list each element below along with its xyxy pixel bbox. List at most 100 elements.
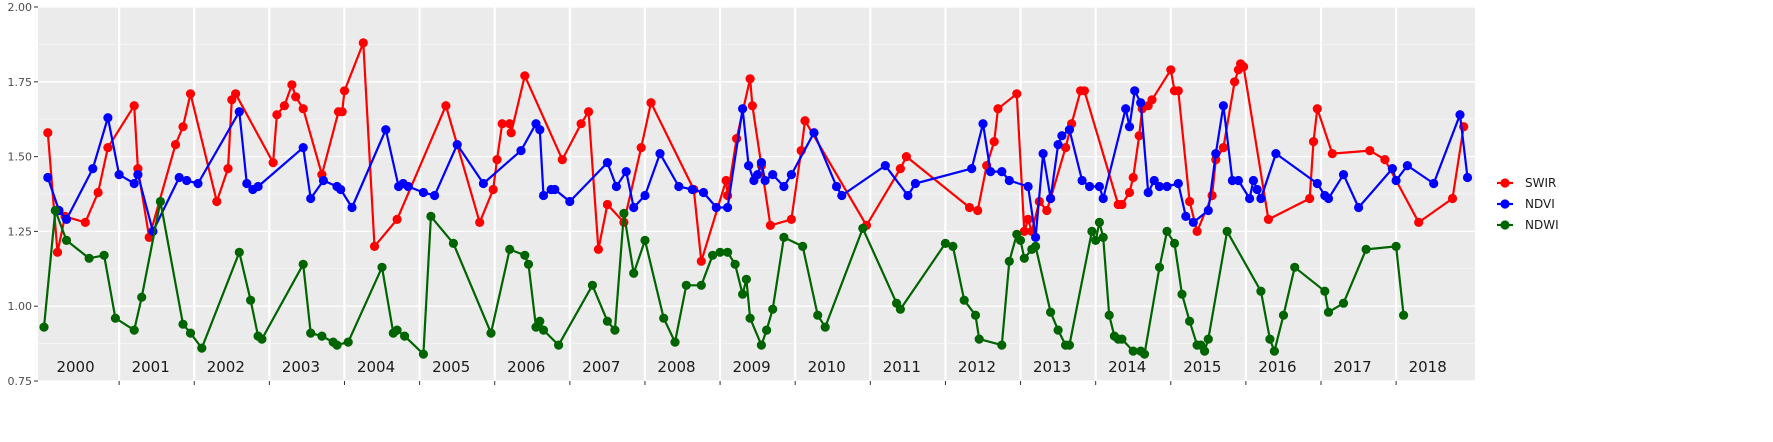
data-point-ndvi: [193, 178, 203, 189]
year-label: 2017: [1333, 358, 1371, 376]
series-line-swir: [46, 41, 1465, 263]
data-point-ndvi: [253, 181, 263, 192]
data-point-ndvi: [640, 190, 650, 201]
year-label: 2007: [582, 358, 620, 376]
data-point-swir: [721, 175, 731, 186]
data-point-swir: [1061, 143, 1071, 153]
data-point-ndvi: [985, 167, 996, 177]
data-point-swir: [636, 143, 646, 153]
data-point-ndvi: [753, 170, 763, 180]
data-point-ndwi: [745, 313, 755, 323]
data-point-swir: [129, 101, 139, 111]
data-point-ndvi: [336, 184, 346, 195]
data-point-swir: [298, 104, 308, 114]
data-point-ndvi: [1218, 101, 1228, 111]
data-point-ndwi: [317, 331, 327, 341]
data-point-ndwi: [610, 325, 620, 335]
data-point-ndwi: [1169, 238, 1180, 248]
data-point-ndwi: [1064, 340, 1074, 350]
data-point-swir: [1365, 146, 1375, 156]
year-label: 2010: [808, 358, 846, 376]
y-tick-label: 0.75: [8, 375, 33, 388]
data-point-swir: [178, 122, 188, 132]
legend-key-point: [1500, 178, 1510, 188]
year-label: 2002: [207, 358, 245, 376]
data-point-swir: [505, 119, 515, 129]
data-point-ndwi: [762, 325, 772, 335]
data-point-ndwi: [197, 343, 207, 353]
data-point-swir: [492, 155, 502, 165]
data-point-ndvi: [997, 167, 1007, 177]
year-label: 2012: [958, 358, 996, 376]
data-point-ndwi: [602, 316, 613, 326]
data-point-swir: [1308, 137, 1319, 147]
data-point-ndvi: [1023, 181, 1033, 192]
y-tick-label: 1.00: [8, 300, 33, 313]
data-point-swir: [80, 217, 90, 227]
series-line-ndwi: [42, 200, 1405, 356]
data-point-ndwi: [99, 250, 109, 260]
data-point-ndvi: [1181, 211, 1191, 221]
data-point-ndwi: [400, 331, 410, 341]
data-point-ndvi: [978, 119, 988, 129]
data-point-ndvi: [723, 202, 733, 213]
data-point-swir: [989, 137, 999, 147]
data-point-ndwi: [1361, 244, 1371, 254]
data-point-swir: [291, 92, 301, 102]
data-point-ndwi: [1399, 310, 1409, 320]
data-point-ndwi: [1117, 334, 1127, 344]
data-point-ndwi: [587, 280, 598, 290]
data-point-swir: [895, 164, 906, 174]
data-point-ndwi: [1019, 253, 1029, 263]
data-point-swir: [765, 220, 776, 230]
data-point-ndvi: [1338, 170, 1349, 180]
data-point-ndvi: [629, 202, 639, 213]
data-point-ndwi: [738, 289, 748, 299]
data-point-ndvi: [478, 178, 488, 189]
data-point-ndwi: [1091, 235, 1101, 245]
data-point-ndvi: [1252, 184, 1262, 195]
data-point-ndvi: [550, 184, 560, 195]
data-point-ndvi: [711, 202, 721, 213]
data-point-swir: [392, 214, 402, 224]
data-point-swir: [1173, 86, 1183, 96]
data-point-swir: [1230, 77, 1240, 87]
data-point-ndwi: [619, 208, 629, 218]
data-point-swir: [1019, 226, 1029, 236]
data-point-swir: [337, 107, 347, 117]
data-point-ndvi: [967, 164, 977, 174]
data-point-ndwi: [940, 238, 951, 248]
series-layer: [39, 38, 1473, 359]
year-label: 2008: [657, 358, 695, 376]
data-point-ndwi: [1256, 286, 1266, 296]
data-point-ndwi: [1053, 325, 1063, 335]
year-label: 2004: [357, 358, 395, 376]
data-point-ndvi: [779, 181, 789, 192]
data-point-ndvi: [1354, 202, 1364, 213]
data-point-ndvi: [1271, 149, 1281, 159]
data-point-ndvi: [129, 178, 139, 189]
data-point-ndwi: [1154, 262, 1165, 272]
data-point-ndvi: [565, 196, 575, 207]
data-point-ndwi: [1338, 298, 1349, 308]
data-point-ndwi: [418, 349, 428, 359]
data-point-ndvi: [903, 190, 913, 201]
data-point-swir: [1185, 196, 1195, 207]
data-point-ndwi: [1046, 307, 1056, 317]
data-point-ndvi: [910, 178, 921, 189]
data-point-ndwi: [1290, 262, 1300, 272]
data-point-swir: [1023, 214, 1033, 224]
data-point-swir: [1263, 214, 1273, 224]
data-point-ndwi: [1323, 307, 1334, 317]
data-point-ndwi: [1004, 256, 1014, 266]
year-label: 2014: [1108, 358, 1146, 376]
data-point-ndvi: [103, 113, 113, 123]
data-point-swir: [1239, 62, 1249, 72]
data-point-ndwi: [741, 274, 752, 284]
data-point-swir: [339, 86, 350, 96]
data-point-swir: [358, 38, 368, 48]
data-point-ndwi: [670, 337, 680, 347]
data-point-ndvi: [1391, 175, 1401, 186]
data-point-ndwi: [1185, 316, 1195, 326]
data-point-swir: [747, 101, 758, 111]
